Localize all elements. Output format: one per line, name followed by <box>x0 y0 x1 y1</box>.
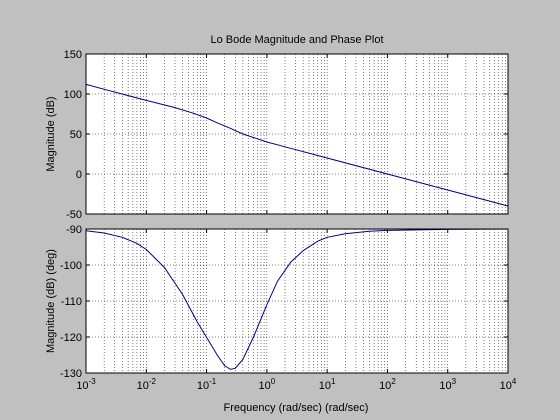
y-tick-label: 0 <box>76 169 82 181</box>
x-tick-label: 100 <box>259 377 276 392</box>
series-line-1-1 <box>85 83 509 207</box>
y-tick-label: -100 <box>60 260 82 272</box>
y-tick-label: -50 <box>66 209 82 221</box>
y-tick-label: -130 <box>60 368 82 380</box>
x-tick-label: 103 <box>439 377 456 392</box>
x-tick-label: 104 <box>500 377 517 392</box>
x-tick-label: 10-1 <box>197 377 217 392</box>
x-tick-label: 101 <box>319 377 336 392</box>
x-tick-label: 102 <box>379 377 396 392</box>
y-tick-label: -90 <box>66 224 82 236</box>
y-tick-label: 100 <box>64 89 82 101</box>
series-line-2-1 <box>85 228 509 370</box>
x-axis-label: Frequency (rad/sec) (rad/sec) <box>224 402 369 414</box>
chart-title: Lo Bode Magnitude and Phase Plot <box>210 34 383 46</box>
x-tick-label: 10-2 <box>137 377 157 392</box>
x-tick-label: 10-3 <box>76 377 96 392</box>
y-tick-label: 50 <box>70 129 82 141</box>
y-axis-label-2: Magnitude (dB) (deg) <box>45 249 57 353</box>
y-tick-label: -120 <box>60 332 82 344</box>
y-tick-label: -110 <box>61 296 82 308</box>
y-tick-label: 150 <box>64 49 82 61</box>
y-axis-label-1: Magnitude (dB) <box>45 96 57 171</box>
